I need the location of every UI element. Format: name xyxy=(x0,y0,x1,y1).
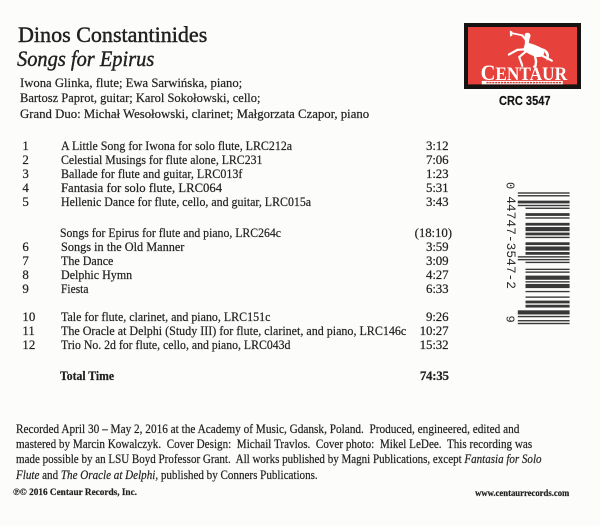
svg-text:9: 9 xyxy=(503,316,517,323)
svg-text:CENTAUR: CENTAUR xyxy=(480,60,567,85)
svg-text:0: 0 xyxy=(503,182,517,189)
svg-text:44747-3547-2: 44747-3547-2 xyxy=(503,196,518,289)
